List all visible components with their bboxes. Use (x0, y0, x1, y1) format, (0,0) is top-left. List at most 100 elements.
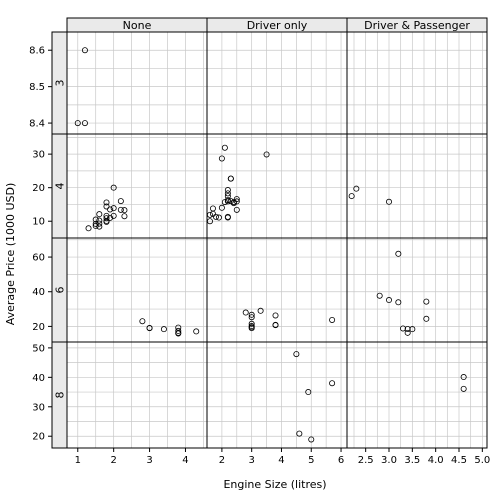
data-point (409, 326, 416, 333)
data-point (404, 329, 411, 336)
data-point (110, 184, 117, 191)
data-point (460, 385, 467, 392)
data-point (193, 328, 200, 335)
x-tick-label: 6 (338, 455, 344, 466)
y-tick-label: 20 (32, 322, 45, 333)
data-point (74, 120, 81, 127)
row-strip-label: 8 (54, 392, 67, 399)
x-tick-label: 2.5 (358, 455, 374, 466)
data-point (385, 297, 392, 304)
data-point (348, 193, 355, 200)
data-point (224, 190, 231, 197)
x-tick-label: 2 (219, 455, 225, 466)
data-point (92, 222, 99, 229)
row-strip (51, 341, 68, 449)
data-point (248, 325, 255, 332)
data-point (399, 325, 406, 332)
x-tick-label: 3 (146, 455, 152, 466)
column-strip-label: Driver & Passenger (364, 19, 470, 32)
data-point (248, 314, 255, 321)
data-point (85, 225, 92, 232)
data-point (221, 144, 228, 151)
data-point (423, 298, 430, 305)
x-tick-label: 3.0 (381, 455, 397, 466)
data-point (460, 374, 467, 381)
data-point (248, 311, 255, 318)
data-point (160, 326, 167, 333)
row-strip-label: 3 (54, 80, 67, 87)
x-tick-label: 3 (248, 455, 254, 466)
data-point (103, 218, 110, 225)
data-point (121, 213, 128, 220)
data-point (139, 318, 146, 325)
data-point (233, 206, 240, 213)
data-point (146, 325, 153, 332)
y-tick-label: 30 (32, 402, 45, 413)
data-point (212, 213, 219, 220)
data-point (92, 216, 99, 223)
data-point (272, 312, 279, 319)
data-point (385, 198, 392, 205)
data-point (107, 214, 114, 221)
data-point (117, 206, 124, 213)
y-tick-label: 60 (32, 253, 45, 264)
points-layer (74, 47, 467, 443)
x-tick-label: 1 (75, 455, 81, 466)
data-point (296, 430, 303, 437)
x-tick-label: 4 (182, 455, 188, 466)
data-point (103, 199, 110, 206)
data-point (103, 215, 110, 222)
data-point (218, 155, 225, 162)
y-tick-label: 40 (32, 287, 45, 298)
data-point (221, 199, 228, 206)
x-tick-label: 4 (278, 455, 284, 466)
data-point (376, 292, 383, 299)
data-point (96, 217, 103, 224)
data-point (92, 220, 99, 227)
data-point (107, 206, 114, 213)
ticks-layer: 1 2 3 4 2 3 4 5 6 2.5 3.0 3.5 4.0 4.5 5.0 8.4 8.5 8.6 10 20… (29, 46, 490, 466)
data-point (103, 203, 110, 210)
data-point (110, 212, 117, 219)
y-tick-label: 50 (32, 343, 45, 354)
strips-layer: None Driver only Driver & Passenger 3 4 6 8 (51, 17, 488, 449)
data-point (224, 187, 231, 194)
y-axis-label: Average Price (1000 USD) (4, 183, 17, 326)
data-point (117, 198, 124, 205)
data-point (110, 205, 117, 212)
data-point (215, 214, 222, 221)
x-tick-label: 5.0 (474, 455, 490, 466)
data-point (218, 204, 225, 211)
x-tick-label: 5 (308, 455, 314, 466)
data-point (308, 436, 315, 443)
data-point (227, 198, 234, 205)
grid-layer (67, 32, 487, 448)
data-point (395, 250, 402, 257)
data-point (248, 320, 255, 327)
y-tick-label: 20 (32, 183, 45, 194)
y-tick-label: 30 (32, 150, 45, 161)
data-point (353, 185, 360, 192)
data-point (230, 199, 237, 206)
y-tick-label: 8.5 (29, 82, 45, 93)
x-tick-label: 4.0 (428, 455, 444, 466)
data-point (293, 351, 300, 358)
column-strip (346, 17, 488, 33)
data-point (329, 380, 336, 387)
data-point (272, 322, 279, 329)
data-point (227, 175, 234, 182)
data-point (175, 330, 182, 337)
data-point (257, 307, 264, 314)
data-point (121, 207, 128, 214)
data-point (233, 196, 240, 203)
data-point (404, 325, 411, 332)
x-tick-label: 3.5 (404, 455, 420, 466)
y-tick-label: 8.4 (29, 119, 45, 130)
data-point (305, 389, 312, 396)
data-point (81, 47, 88, 54)
data-point (224, 198, 231, 205)
data-point (224, 214, 231, 221)
data-point (96, 211, 103, 218)
data-point (423, 315, 430, 322)
